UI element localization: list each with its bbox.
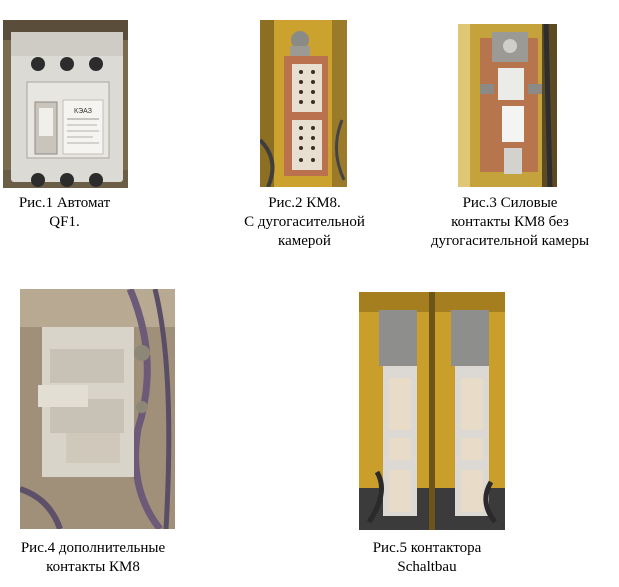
figure-3-caption-line-1: Рис.3 Силовые [462,195,558,211]
auxiliary-contacts-image [20,289,175,529]
figure-1-photo: КЭАЗ [3,20,128,188]
figure-2-caption-line-3: камерой [278,233,331,249]
figure-1-caption: Рис.1 Автомат QF1. [0,194,137,232]
figure-3-caption: Рис.3 Силовые контакты КМ8 без дугогасит… [410,194,610,251]
figure-2-photo [260,20,347,187]
figure-4-caption: Рис.4 дополнительные контакты КМ8 [0,539,186,577]
schaltbau-contactors-image [359,292,505,530]
figure-4-caption-line-2: контакты КМ8 [46,559,140,575]
circuit-breaker-image: КЭАЗ [3,20,128,188]
breaker-brand-label: КЭАЗ [74,108,92,115]
figure-2-caption-line-2: С дугогасительной [244,214,365,230]
figure-5-photo [359,292,505,530]
contactor-km8-image [260,20,347,187]
figure-2-caption-line-1: Рис.2 КМ8. [268,195,341,211]
figure-3-caption-line-2: контакты КМ8 без [451,214,569,230]
figure-4-photo [20,289,175,529]
figure-2-caption: Рис.2 КМ8. С дугогасительной камерой [222,194,387,251]
figure-1-caption-line-2: QF1. [49,214,80,230]
power-contacts-image [458,24,557,187]
figure-5-caption-line-1: Рис.5 контактора [372,540,482,556]
figure-5-caption-line-2: Schaltbau [397,559,457,575]
figure-1-caption-line-1: Рис.1 Автомат [18,195,111,211]
figure-5-caption: Рис.5 контактора Schaltbau [342,539,512,577]
figure-4-caption-line-1: Рис.4 дополнительные [20,540,166,556]
figure-3-caption-line-3: дугогасительной камеры [430,233,590,249]
figure-3-photo [458,24,557,187]
